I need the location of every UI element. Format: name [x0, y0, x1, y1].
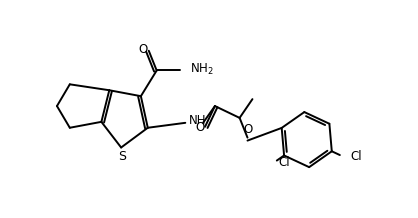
Text: O: O [196, 121, 205, 134]
Text: O: O [138, 43, 148, 56]
Text: O: O [244, 123, 253, 136]
Text: NH$_2$: NH$_2$ [190, 62, 214, 77]
Text: Cl: Cl [350, 150, 362, 163]
Text: Cl: Cl [279, 156, 291, 169]
Text: NH: NH [189, 114, 207, 127]
Text: S: S [118, 150, 126, 163]
